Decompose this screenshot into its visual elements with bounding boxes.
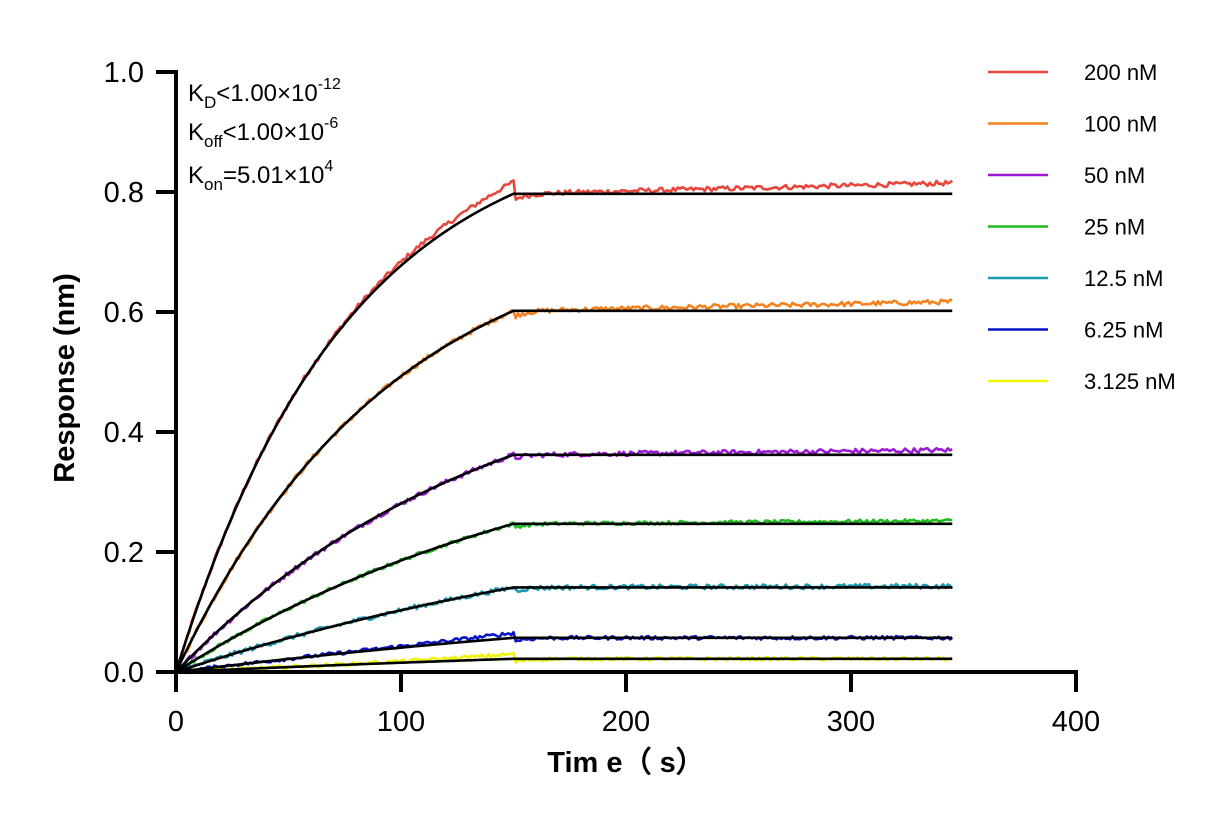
series-line <box>174 179 954 673</box>
fit-line <box>175 657 953 674</box>
y-tick-label: 0.6 <box>104 297 144 329</box>
legend-label: 50 nM <box>1084 163 1145 188</box>
fit-line <box>175 522 953 674</box>
kinetics-annotation: KD<1.00×10-12 Koff<1.00×10-6 Kon=5.01×10… <box>188 76 341 194</box>
y-tick-label: 0.0 <box>104 657 144 689</box>
y-tick-label: 0.2 <box>104 537 144 569</box>
legend-label: 100 nM <box>1084 112 1157 137</box>
series-layer <box>174 179 954 675</box>
x-tick-label: 400 <box>1052 706 1100 738</box>
legend: 200 nM 100 nM 50 nM 25 nM 12.5 nM 6.25 nM 3.12… <box>988 60 1176 394</box>
fit-layer <box>174 192 953 674</box>
x-tick-label: 100 <box>377 706 425 738</box>
fit-line <box>174 309 953 673</box>
series-line <box>174 298 953 673</box>
legend-label: 12.5 nM <box>1084 266 1164 291</box>
y-tick-label: 1.0 <box>104 57 144 89</box>
fit-line <box>174 192 953 673</box>
legend-label: 6.25 nM <box>1084 318 1164 343</box>
fit-line <box>175 453 953 673</box>
x-axis-label: Tim e（ s） <box>547 746 704 779</box>
x-tick-label: 0 <box>168 706 184 738</box>
fit-line <box>175 636 953 674</box>
y-tick-label: 0.8 <box>104 177 144 209</box>
legend-label: 200 nM <box>1084 60 1157 85</box>
fit-line <box>175 586 953 674</box>
koff-annotation: Koff<1.00×10-6 <box>188 115 338 151</box>
series-line <box>175 518 953 674</box>
legend-label: 3.125 nM <box>1084 369 1176 394</box>
y-tick-label: 0.4 <box>104 417 144 449</box>
x-tick-label: 300 <box>827 706 875 738</box>
ticks-layer: 0 100 200 300 400 0.0 0.2 0.4 0.6 0.8 1.0 <box>104 57 1101 738</box>
kon-annotation: Kon=5.01×104 <box>188 158 333 194</box>
y-axis-label: Response (nm) <box>49 273 81 482</box>
x-tick-label: 200 <box>602 706 650 738</box>
kd-annotation: KD<1.00×10-12 <box>188 76 341 112</box>
legend-label: 25 nM <box>1084 215 1145 240</box>
